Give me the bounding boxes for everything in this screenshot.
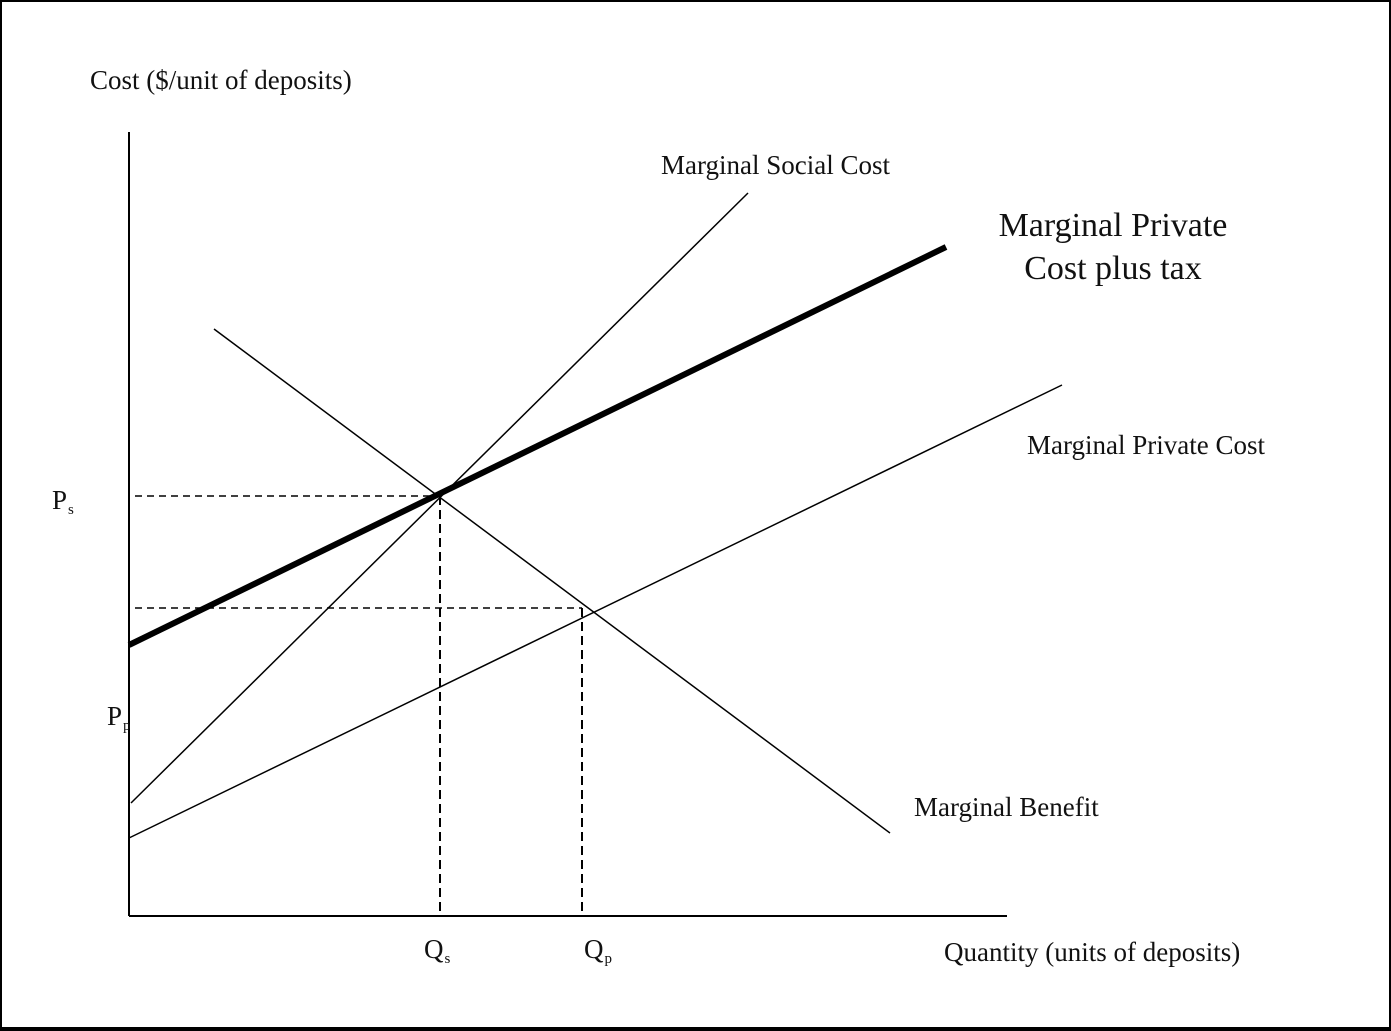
mpc-tax-label: Marginal Private Cost plus tax: [984, 205, 1242, 290]
msc-label: Marginal Social Cost: [661, 150, 890, 180]
qp-tick-label: Qp: [584, 936, 612, 967]
ps-main: P: [52, 485, 68, 515]
mb-label: Marginal Benefit: [914, 792, 1099, 822]
marginal-private-cost-curve: [128, 384, 1063, 839]
y-axis-label: Cost ($/unit of deposits): [90, 65, 352, 95]
qp-sub: p: [604, 951, 613, 967]
marginal-private-cost-plus-tax-curve: [127, 244, 948, 648]
marginal-social-cost-curve: [130, 192, 749, 804]
x-axis-label: Quantity (units of deposits): [944, 937, 1241, 967]
qp-main: Q: [584, 934, 604, 964]
qs-sub: s: [444, 951, 451, 967]
qs-tick-label: Qs: [424, 936, 450, 967]
mpc-tax-label-line2: Cost plus tax: [1024, 249, 1202, 287]
ps-tick-label: Ps: [52, 487, 74, 518]
marginal-benefit-curve: [213, 328, 891, 834]
mpc-label: Marginal Private Cost: [1027, 430, 1265, 460]
ps-sub: s: [68, 502, 74, 518]
mpc-tax-label-line1: Marginal Private: [998, 207, 1228, 244]
pp-sub: p: [123, 718, 131, 734]
pp-tick-label: Pp: [107, 703, 131, 734]
qs-main: Q: [424, 934, 444, 964]
pp-main: P: [107, 701, 123, 731]
